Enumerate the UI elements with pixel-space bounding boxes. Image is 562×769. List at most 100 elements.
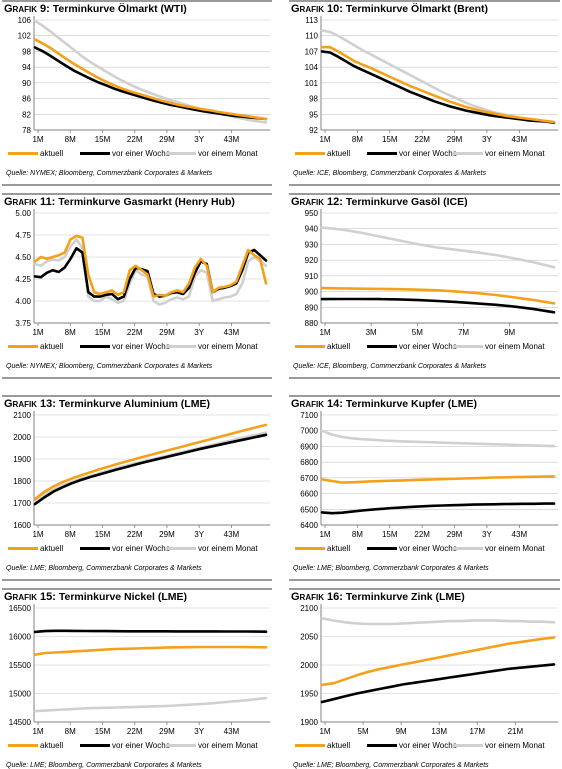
- y-tick-label: 920: [305, 256, 319, 265]
- legend-label: aktuell: [327, 149, 351, 158]
- x-tick-label: 43M: [224, 727, 240, 736]
- y-tick-label: 14500: [9, 718, 32, 727]
- y-tick-label: 4.75: [15, 231, 31, 240]
- legend-label: vor einem Monat: [198, 544, 258, 553]
- series-line-week: [320, 50, 556, 124]
- y-tick-label: 1800: [13, 477, 31, 486]
- y-tick-label: 1900: [13, 455, 31, 464]
- x-tick-label: 15M: [95, 135, 111, 144]
- x-tick-label: 1M: [32, 727, 43, 736]
- y-tick-label: 930: [305, 240, 319, 249]
- x-tick-label: 15M: [382, 530, 398, 539]
- y-tick-label: 113: [305, 16, 318, 25]
- panel-top-rule: [2, 588, 272, 590]
- x-tick-label: 1M: [32, 328, 43, 337]
- chart-legend: aktuell vor einer Woche vor einem Monat: [295, 544, 560, 556]
- chart-canvas: 14500 15000 15500 16000 16500 1M 8M 15M 22M 29M 3Y…: [9, 604, 270, 736]
- y-tick-label: 90: [22, 79, 31, 88]
- legend-label: vor einem Monat: [198, 741, 258, 750]
- panel-title: Grafik 9: Terminkurve Ölmarkt (WTI): [4, 3, 187, 15]
- y-tick-label: 7000: [300, 427, 318, 436]
- y-tick-label: 4.50: [15, 253, 31, 262]
- legend-item-current: aktuell: [8, 342, 63, 351]
- legend-item-month: vor einem Monat: [166, 149, 258, 158]
- y-tick-label: 890: [305, 303, 319, 312]
- x-tick-label: 1M: [32, 135, 43, 144]
- legend-item-week: vor einer Woche: [367, 741, 457, 750]
- y-tick-label: 1700: [13, 499, 31, 508]
- legend-swatch: [453, 345, 483, 349]
- y-tick-label: 94: [22, 63, 31, 72]
- series-line-month: [33, 238, 268, 306]
- panel-top-rule: [289, 193, 560, 195]
- legend-label: aktuell: [40, 741, 64, 750]
- legend-label: vor einer Woche: [399, 741, 458, 750]
- legend-swatch: [166, 345, 196, 349]
- x-tick-label: 9M: [504, 328, 515, 337]
- legend-swatch: [80, 345, 110, 349]
- legend-swatch: [8, 152, 38, 156]
- x-tick-label: 22M: [127, 530, 143, 539]
- y-tick-label: 1600: [13, 521, 31, 530]
- x-tick-label: 1M: [319, 135, 330, 144]
- legend-item-week: vor einer Woche: [367, 544, 457, 553]
- x-tick-label: 3Y: [194, 135, 204, 144]
- chart-panel-henry-hub: Grafik 11: Terminkurve Gasmarkt (Henry H…: [2, 193, 272, 383]
- chart-panel-brent: Grafik 10: Terminkurve Ölmarkt (Brent) 92…: [289, 0, 560, 190]
- x-tick-label: 43M: [512, 135, 528, 144]
- legend-label: vor einem Monat: [485, 741, 545, 750]
- panel-title-text: Terminkurve Gasöl (ICE): [342, 196, 468, 208]
- y-tick-label: 6600: [300, 490, 318, 499]
- legend-label: aktuell: [327, 741, 351, 750]
- series-line-week: [33, 629, 268, 634]
- x-tick-label: 3M: [366, 328, 377, 337]
- legend-item-month: vor einem Monat: [453, 741, 545, 750]
- panel-title: Grafik 15: Terminkurve Nickel (LME): [4, 591, 187, 603]
- legend-item-month: vor einem Monat: [453, 544, 545, 553]
- panel-top-rule: [2, 193, 272, 195]
- panel-number: Grafik 11:: [4, 196, 56, 208]
- x-tick-label: 29M: [159, 530, 175, 539]
- panel-top-rule: [2, 395, 272, 397]
- legend-item-current: aktuell: [295, 544, 350, 553]
- x-tick-label: 43M: [224, 530, 240, 539]
- panel-bottom-rule: [289, 377, 560, 379]
- panel-title-text: Terminkurve Zink (LME): [342, 591, 465, 603]
- x-tick-label: 29M: [159, 727, 175, 736]
- legend-swatch: [295, 152, 325, 156]
- legend-label: vor einem Monat: [198, 149, 258, 158]
- source-note: Quelle: NYMEX; Bloomberg, Commerzbank Co…: [6, 363, 213, 370]
- legend-swatch: [295, 744, 325, 748]
- legend-item-current: aktuell: [295, 149, 350, 158]
- chart-legend: aktuell vor einer Woche vor einem Monat: [8, 544, 272, 556]
- y-tick-label: 6400: [300, 521, 318, 530]
- x-tick-label: 15M: [382, 135, 398, 144]
- source-note: Quelle: NYMEX; Bloomberg, Commerzbank Co…: [6, 170, 213, 177]
- series-line-week: [320, 297, 556, 314]
- y-tick-label: 16000: [9, 633, 32, 642]
- y-tick-label: 78: [22, 126, 31, 135]
- legend-item-current: aktuell: [8, 149, 63, 158]
- x-tick-label: 8M: [65, 328, 76, 337]
- legend-item-month: vor einem Monat: [166, 544, 258, 553]
- x-tick-label: 5M: [412, 328, 423, 337]
- source-note: Quelle: LME; Bloomberg, Commerzbank Corp…: [293, 565, 489, 572]
- legend-label: vor einem Monat: [198, 342, 258, 351]
- panel-bottom-rule: [2, 184, 272, 186]
- legend-swatch: [80, 152, 110, 156]
- series-line-month: [33, 696, 268, 713]
- x-tick-label: 43M: [512, 530, 528, 539]
- series-line-week: [33, 46, 268, 121]
- series-line-month: [320, 29, 556, 124]
- y-tick-label: 900: [305, 288, 319, 297]
- y-tick-label: 6800: [300, 458, 318, 467]
- legend-item-current: aktuell: [295, 741, 350, 750]
- y-tick-label: 7100: [300, 411, 318, 420]
- series-line-month: [320, 616, 556, 626]
- chart-legend: aktuell vor einer Woche vor einem Monat: [295, 741, 560, 753]
- x-tick-label: 8M: [65, 727, 76, 736]
- series-line-week: [320, 502, 556, 515]
- y-tick-label: 4.25: [15, 275, 31, 284]
- panel-number: Grafik 10:: [291, 3, 343, 15]
- legend-item-month: vor einem Monat: [453, 149, 545, 158]
